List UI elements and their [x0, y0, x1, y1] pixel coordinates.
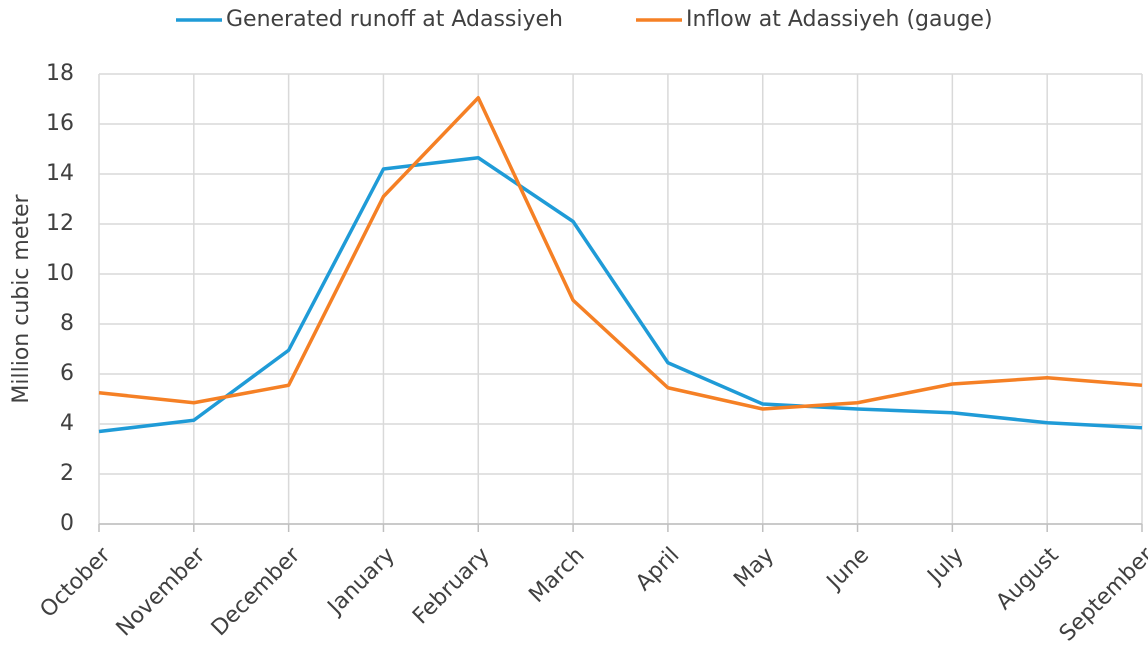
y-tick-label: 14: [46, 161, 74, 186]
x-tick-label: August: [992, 543, 1064, 615]
legend-label: Inflow at Adassiyeh (gauge): [686, 7, 993, 32]
y-tick-label: 16: [46, 111, 74, 136]
legend-label: Generated runoff at Adassiyeh: [226, 7, 563, 32]
x-tick-label: January: [322, 543, 400, 621]
series-line: [98, 156, 1143, 434]
x-tick-label: December: [207, 542, 306, 641]
x-tick-label: May: [729, 543, 779, 593]
y-axis-label: Million cubic meter: [9, 193, 34, 403]
y-tick-label: 12: [46, 211, 74, 236]
x-tick-label: July: [922, 543, 969, 590]
y-tick-label: 0: [60, 511, 74, 536]
series-line: [98, 96, 1143, 411]
x-tick-label: September: [1055, 542, 1148, 646]
y-tick-label: 2: [60, 461, 74, 486]
x-tick-label: November: [112, 542, 211, 641]
x-tick-label: April: [631, 543, 684, 596]
y-tick-label: 8: [60, 311, 74, 336]
x-tick-label: October: [36, 542, 117, 623]
y-tick-label: 6: [60, 361, 74, 386]
x-tick-label: March: [524, 543, 589, 608]
x-tick-label: February: [408, 543, 495, 630]
x-tick-label: June: [821, 543, 874, 596]
y-tick-label: 18: [46, 61, 74, 86]
y-tick-label: 10: [46, 261, 74, 286]
y-tick-label: 4: [60, 411, 74, 436]
